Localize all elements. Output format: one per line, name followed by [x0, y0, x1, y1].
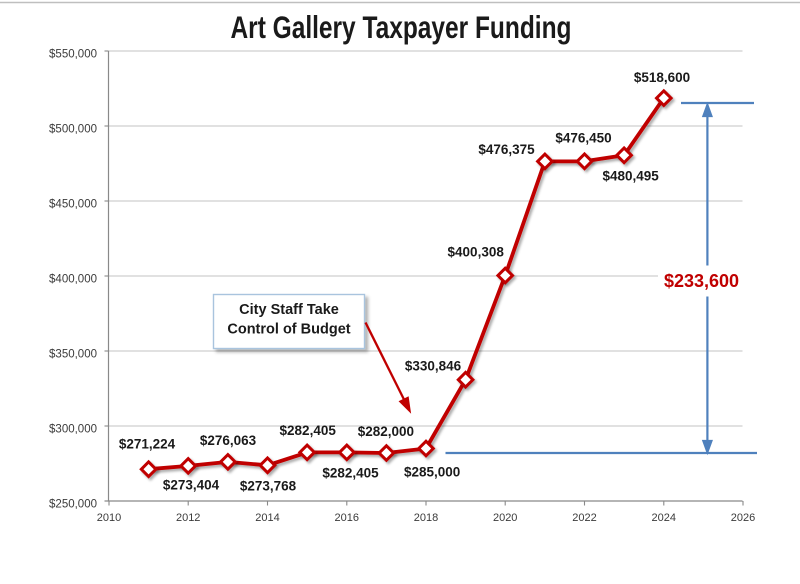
svg-text:$330,846: $330,846 [405, 359, 462, 374]
svg-text:Art Gallery Taxpayer Funding: Art Gallery Taxpayer Funding [231, 9, 572, 45]
svg-text:$282,405: $282,405 [280, 423, 337, 438]
svg-text:2026: 2026 [731, 512, 755, 524]
svg-text:$480,495: $480,495 [602, 168, 659, 183]
svg-text:$233,600: $233,600 [664, 271, 739, 291]
svg-text:$518,600: $518,600 [634, 70, 690, 85]
svg-text:$476,450: $476,450 [555, 131, 611, 146]
svg-text:City Staff Take: City Staff Take [239, 302, 339, 318]
svg-text:$250,000: $250,000 [49, 498, 97, 510]
svg-text:$273,404: $273,404 [163, 478, 220, 493]
svg-text:$282,000: $282,000 [358, 424, 414, 439]
svg-text:2016: 2016 [335, 512, 359, 524]
svg-text:2014: 2014 [255, 512, 279, 524]
svg-text:$550,000: $550,000 [49, 48, 97, 60]
svg-text:$273,768: $273,768 [240, 479, 297, 494]
svg-text:$500,000: $500,000 [49, 123, 97, 135]
svg-text:2012: 2012 [176, 512, 200, 524]
svg-text:Control of Budget: Control of Budget [227, 322, 350, 338]
svg-text:$282,405: $282,405 [322, 466, 379, 481]
svg-text:2010: 2010 [97, 512, 121, 524]
svg-text:2020: 2020 [493, 512, 517, 524]
svg-text:$476,375: $476,375 [478, 142, 535, 157]
svg-text:2022: 2022 [572, 512, 596, 524]
svg-text:2018: 2018 [414, 512, 438, 524]
svg-text:$350,000: $350,000 [49, 348, 97, 360]
svg-text:$271,224: $271,224 [119, 437, 176, 452]
svg-text:$300,000: $300,000 [49, 423, 97, 435]
svg-text:$400,000: $400,000 [49, 273, 97, 285]
svg-text:$450,000: $450,000 [49, 198, 97, 210]
svg-text:$285,000: $285,000 [404, 465, 460, 480]
svg-text:$276,063: $276,063 [200, 433, 257, 448]
svg-text:$400,308: $400,308 [448, 245, 505, 260]
svg-text:2024: 2024 [652, 512, 676, 524]
